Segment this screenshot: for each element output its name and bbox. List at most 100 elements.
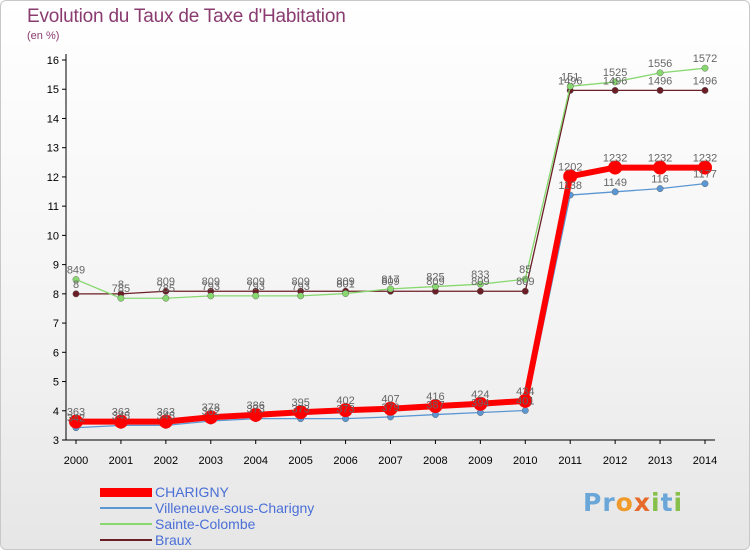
data-label: 793 [291,281,309,293]
data-point [656,87,664,94]
data-point [387,285,394,293]
data-label: 817 [381,274,399,286]
data-label: 407 [381,394,399,406]
data-point [656,185,664,193]
chart-data-labels: 363 363 363 378 386 395 402 407 416 424 434 1202 123… [67,53,717,425]
x-tick-label: 2011 [558,455,582,467]
legend-label: Villeneuve-sous-Charigny [155,500,315,516]
data-label: 825 [426,272,444,284]
data-label: 809 [471,276,489,288]
x-tick-label: 2002 [154,455,178,467]
chart-unit-label: (en %) [27,30,60,42]
x-tick-label: 2000 [64,455,88,467]
data-label: 345 [112,410,130,422]
data-label: 394 [471,398,489,410]
y-tick-label: 7 [53,318,59,330]
x-tick-label: 2009 [468,455,492,467]
data-point [203,410,218,425]
data-label: 345 [157,410,175,422]
y-tick-label: 5 [53,377,59,389]
data-label: 809 [336,276,354,288]
x-tick-label: 2014 [693,455,717,467]
data-point [611,78,619,86]
data-point [383,401,398,416]
legend-swatch [100,539,152,541]
data-point [701,64,709,72]
data-point [653,160,668,175]
y-tick-label: 3 [53,435,59,447]
legend-label: CHARIGNY [155,484,229,500]
data-label: 809 [291,276,309,288]
data-label: 785 [112,283,130,295]
y-tick-label: 11 [48,201,59,213]
data-label: 793 [202,281,220,293]
data-label: 8 [118,279,124,291]
data-label: 85 [519,264,531,276]
y-tick-label: 12 [47,172,59,184]
data-label: 116 [651,174,669,186]
data-label: 809 [202,276,220,288]
data-label: 416 [426,391,444,403]
data-label: 1138 [558,180,582,192]
data-point [72,276,80,283]
x-tick-label: 2003 [199,455,223,467]
proxiti-logo: Proxiti [583,488,684,517]
data-point [432,283,439,290]
data-label: 1572 [693,53,717,65]
data-label: 1232 [693,153,717,165]
data-label: 793 [247,281,265,293]
y-tick-label: 13 [47,143,59,155]
data-label: 395 [291,397,309,409]
data-label: 373 [336,404,354,416]
data-label: 362 [202,406,220,418]
data-label: 1496 [558,75,582,87]
data-label: 373 [291,404,309,416]
data-label: 1232 [648,153,672,165]
data-label: 809 [516,276,534,288]
x-tick-label: 2001 [109,455,133,467]
data-point [473,396,488,411]
data-label: 151 [561,71,579,83]
chart-title: Evolution du Taux de Taxe d'Habitation [27,6,346,27]
data-point [158,414,173,429]
x-tick-label: 2004 [243,455,267,467]
y-tick-label: 15 [47,84,59,96]
data-label: 1177 [693,169,717,181]
data-point [521,275,529,283]
data-label: 1496 [603,75,627,87]
data-point [342,290,349,297]
data-label: 1556 [648,58,672,70]
legend-label: Braux [155,532,192,548]
data-point [656,69,664,77]
data-point [518,393,533,408]
legend-item: Sainte-Colombe [100,516,400,532]
data-label: 1496 [648,75,672,87]
data-point [701,180,709,188]
data-label: 1232 [603,153,627,165]
data-label: 1496 [693,75,717,87]
legend-swatch [100,487,152,497]
data-point [521,407,529,414]
data-label: 363 [157,407,175,419]
data-point [476,280,484,288]
x-tick-label: 2005 [288,455,312,467]
x-tick-label: 2007 [378,455,402,467]
data-label: 424 [471,389,489,401]
data-label: 1149 [603,177,627,189]
data-point [698,160,712,175]
data-point [297,292,305,300]
data-label: 386 [247,400,265,412]
legend-item: CHARIGNY [100,484,400,500]
y-tick-label: 4 [53,406,59,418]
data-point [701,87,709,94]
x-tick-label: 2010 [513,455,537,467]
data-point [611,188,619,196]
data-point [252,292,260,300]
data-point [608,160,623,175]
legend-label: Sainte-Colombe [155,516,256,532]
data-label: 378 [202,402,220,414]
data-label: 809 [247,276,265,288]
chart-series [69,64,712,432]
